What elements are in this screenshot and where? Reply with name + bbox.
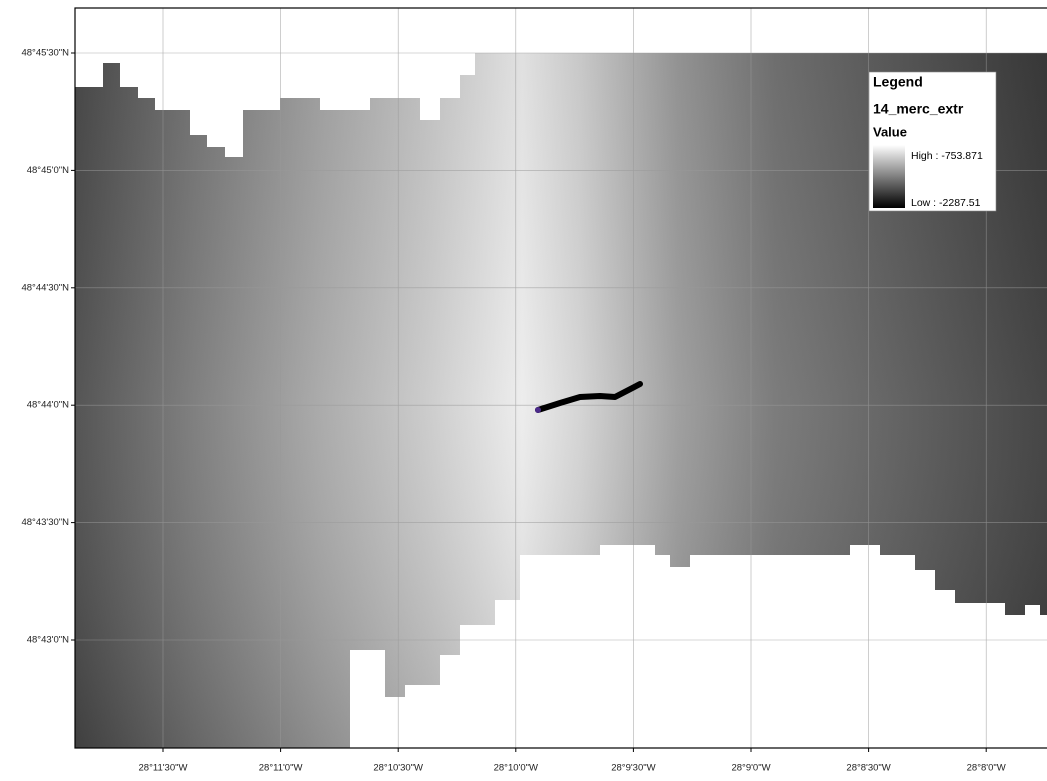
lon-label: 28°11'0"W <box>259 763 303 774</box>
legend-low: Low : -2287.51 <box>911 197 981 209</box>
lon-label: 28°8'30"W <box>846 763 890 774</box>
lat-label: 48°43'30"N <box>21 517 69 528</box>
lat-label: 48°45'30"N <box>21 48 69 59</box>
legend-layer: 14_merc_extr <box>873 101 964 117</box>
lon-label: 28°9'30"W <box>611 763 655 774</box>
page: 48°45'30"N 48°45'0"N 48°44'30"N 48°44'0"N 48… <box>0 0 1047 781</box>
lat-label: 48°43'0"N <box>27 635 69 646</box>
lat-label: 48°44'30"N <box>21 282 69 293</box>
lon-label: 28°10'0"W <box>494 763 538 774</box>
lon-label: 28°11'30"W <box>139 763 188 774</box>
legend: Legend 14_merc_extr Value High : -753.87… <box>869 72 996 211</box>
legend-title: Legend <box>873 74 923 90</box>
lat-label: 48°45'0"N <box>27 165 69 176</box>
legend-ramp <box>873 145 905 208</box>
legend-high: High : -753.871 <box>911 150 983 162</box>
track-start <box>535 407 541 413</box>
lon-label: 28°9'0"W <box>731 763 770 774</box>
lon-label: 28°8'0"W <box>967 763 1006 774</box>
legend-field: Value <box>873 124 907 139</box>
map-frame: 48°45'30"N 48°45'0"N 48°44'30"N 48°44'0"N 48… <box>0 0 1047 781</box>
lat-label: 48°44'0"N <box>27 400 69 411</box>
lon-label: 28°10'30"W <box>373 763 423 774</box>
